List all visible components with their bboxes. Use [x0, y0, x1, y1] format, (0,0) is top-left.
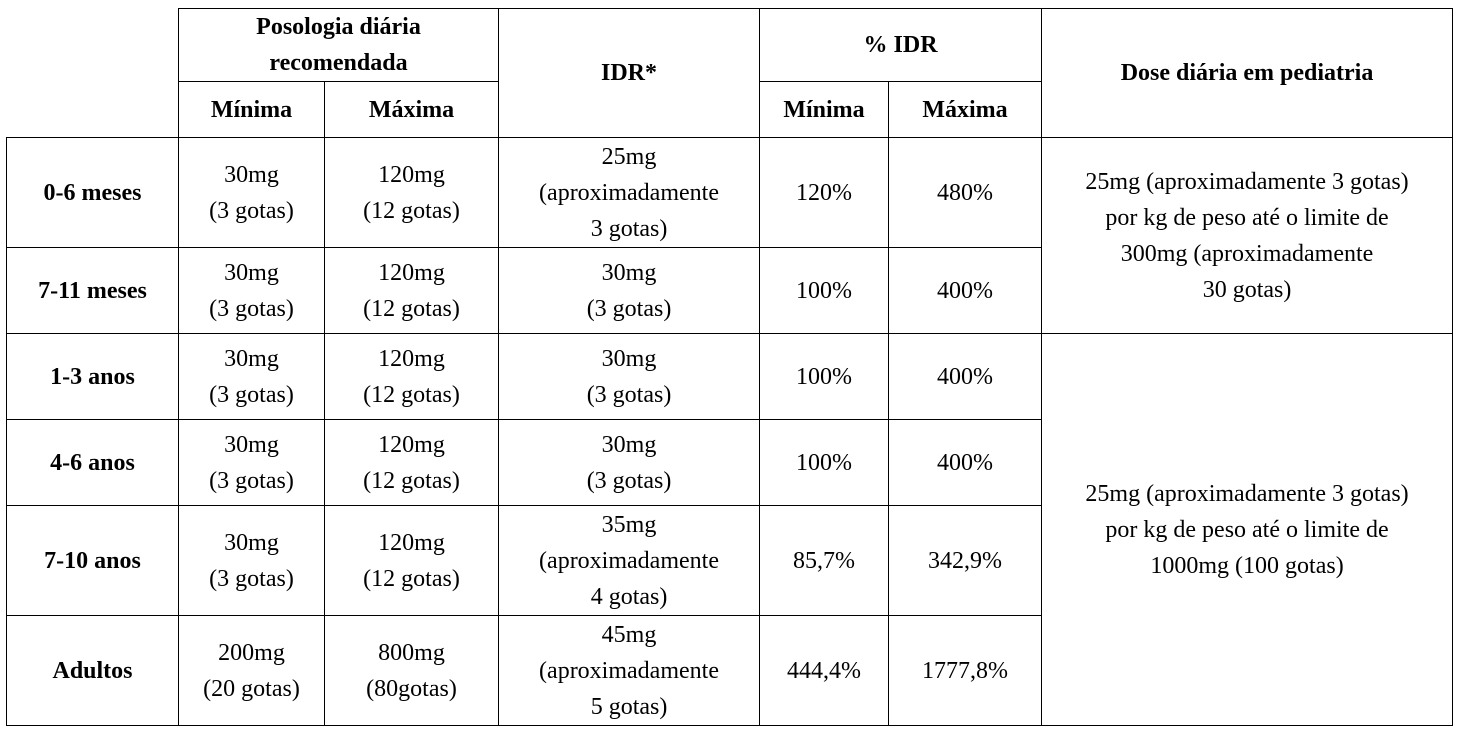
pct-min-cell: 120% — [759, 137, 890, 248]
pct-max-cell: 400% — [888, 247, 1043, 334]
idr-cell: 35mg (aproximadamente 4 gotas) — [498, 505, 761, 616]
pct-maxima-header: Máxima — [888, 81, 1043, 138]
min-dose-cell: 30mg (3 gotas) — [178, 505, 325, 616]
age-cell: Adultos — [6, 615, 179, 726]
min-dose-cell: 30mg (3 gotas) — [178, 247, 325, 334]
dosage-table: Posologia diária recomendada IDR* % IDR … — [6, 8, 1454, 726]
max-dose-cell: 120mg (12 gotas) — [323, 247, 500, 334]
max-dose-cell: 120mg (12 gotas) — [323, 505, 500, 616]
pct-min-cell: 100% — [759, 247, 890, 334]
table-row: 7-11 meses 30mg (3 gotas) 120mg (12 gota… — [6, 247, 1453, 334]
age-cell: 0-6 meses — [6, 137, 179, 248]
header-row-1: Posologia diária recomendada IDR* % IDR … — [6, 8, 1454, 138]
dose-pediatria-header: Dose diária em pediatria — [1041, 8, 1454, 138]
table-row: 4-6 anos 30mg (3 gotas) 120mg (12 gotas)… — [6, 419, 1453, 506]
pct-minima-header: Mínima — [759, 81, 890, 138]
pct-min-cell: 444,4% — [759, 615, 890, 726]
max-dose-cell: 120mg (12 gotas) — [323, 137, 500, 248]
max-dose-cell: 120mg (12 gotas) — [323, 419, 500, 506]
pediatria-cell-group-1: 25mg (aproximadamente 3 gotas) por kg de… — [1041, 137, 1454, 334]
idr-cell: 30mg (3 gotas) — [498, 419, 761, 506]
posologia-header: Posologia diária recomendada — [177, 8, 500, 82]
min-dose-cell: 30mg (3 gotas) — [178, 137, 325, 248]
table-row: Adultos 200mg (20 gotas) 800mg (80gotas)… — [6, 615, 1453, 726]
pct-max-cell: 480% — [888, 137, 1043, 248]
idr-cell: 30mg (3 gotas) — [498, 333, 761, 420]
table-row: 7-10 anos 30mg (3 gotas) 120mg (12 gotas… — [6, 505, 1453, 616]
max-dose-cell: 800mg (80gotas) — [323, 615, 500, 726]
age-cell: 7-10 anos — [6, 505, 179, 616]
posologia-maxima-header: Máxima — [323, 81, 500, 138]
idr-cell: 25mg (aproximadamente 3 gotas) — [498, 137, 761, 248]
pediatria-cell-group-2: 25mg (aproximadamente 3 gotas) por kg de… — [1041, 333, 1454, 726]
table-row: 1-3 anos 30mg (3 gotas) 120mg (12 gotas)… — [6, 333, 1454, 726]
age-cell: 1-3 anos — [6, 333, 179, 420]
idr-cell: 30mg (3 gotas) — [498, 247, 761, 334]
min-dose-cell: 30mg (3 gotas) — [178, 419, 325, 506]
pct-min-cell: 100% — [759, 333, 890, 420]
min-dose-cell: 200mg (20 gotas) — [178, 615, 325, 726]
corner-blank-cell — [6, 8, 179, 138]
pct-max-cell: 1777,8% — [888, 615, 1043, 726]
age-cell: 4-6 anos — [6, 419, 179, 506]
pct-max-cell: 400% — [888, 419, 1043, 506]
posologia-minima-header: Mínima — [178, 81, 325, 138]
table-row: 0-6 meses 30mg (3 gotas) 120mg (12 gotas… — [6, 137, 1454, 334]
age-cell: 7-11 meses — [6, 247, 179, 334]
idr-cell: 45mg (aproximadamente 5 gotas) — [498, 615, 761, 726]
pct-min-cell: 100% — [759, 419, 890, 506]
pct-min-cell: 85,7% — [759, 505, 890, 616]
idr-header: IDR* — [498, 8, 761, 138]
pct-max-cell: 400% — [888, 333, 1043, 420]
pct-max-cell: 342,9% — [888, 505, 1043, 616]
pct-idr-header: % IDR — [759, 8, 1043, 82]
min-dose-cell: 30mg (3 gotas) — [178, 333, 325, 420]
max-dose-cell: 120mg (12 gotas) — [323, 333, 500, 420]
